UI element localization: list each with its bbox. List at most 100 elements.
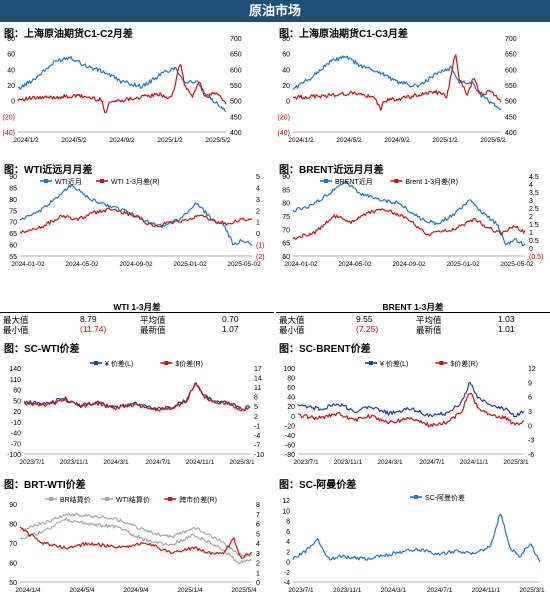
y-right-tick-label: -7	[254, 442, 260, 449]
y-left-tick-label: 80	[9, 197, 17, 204]
panel-title-sc-c1c2: 图：上海原油期货C1-C2月差	[4, 29, 133, 40]
legend-marker	[369, 361, 373, 365]
x-tick-label: 2025/3/1	[503, 459, 529, 466]
y-right-tick-label: 6	[528, 395, 532, 402]
y-left-tick-label: 90	[9, 174, 17, 181]
y-right-tick-label: 450	[505, 114, 517, 121]
x-tick-label: 2024/3/1	[377, 459, 403, 466]
y-left-tick-label: (20)	[278, 114, 290, 121]
x-tick-label: 2025-01-02	[446, 261, 480, 268]
legend-marker	[414, 495, 418, 499]
page-banner: 原油市场	[0, 0, 550, 22]
x-tick-label: 2024/11/1	[186, 459, 215, 466]
legend-marker	[94, 361, 98, 365]
y-left-tick-label: 85	[9, 185, 17, 192]
legend-label: WTI近月	[55, 177, 82, 186]
chart-p3	[19, 179, 253, 257]
x-tick-label: 2025-05-02	[227, 261, 261, 268]
x-tick-label: 2024/3/1	[381, 587, 407, 594]
y-left-tick-label: 40	[287, 395, 295, 402]
y-right-tick-label: 550	[505, 83, 517, 90]
legend-marker	[439, 361, 444, 365]
y-right-tick-label: 17	[254, 366, 262, 373]
brent-avg-value: 1.03	[498, 314, 515, 324]
y-left-tick-label: 20	[287, 404, 295, 411]
brent-min-value: (7.25)	[356, 324, 379, 334]
y-right-tick-label: 1	[256, 220, 260, 227]
chart-p7	[19, 497, 253, 583]
y-left-tick-label: -60	[285, 442, 295, 449]
wti-latest-value: 1.07	[222, 324, 239, 334]
y-right-tick-label: 9	[528, 380, 532, 387]
y-right-tick-label: 2.5	[529, 206, 539, 213]
brent-stats-title: BRENT 1-3月差	[382, 302, 444, 312]
y-left-tick-label: -40	[11, 431, 21, 438]
series-line	[292, 208, 526, 240]
x-tick-label: 2025/5/2	[480, 137, 506, 144]
x-tick-label: 2024/5/4	[69, 587, 95, 594]
y-right-tick-label: 4.5	[529, 174, 539, 181]
y-left-tick-label: 80	[7, 36, 15, 43]
y-right-tick-label: 0	[256, 580, 260, 587]
y-left-tick-label: 0	[11, 99, 15, 106]
y-right-tick-label: 1	[256, 570, 260, 577]
x-tick-label: 2024-09-02	[119, 261, 153, 268]
wti-min-label: 最小值	[3, 325, 29, 335]
x-tick-label: 2024/5/2	[61, 137, 87, 144]
y-right-tick-label: 2	[256, 561, 260, 568]
y-left-tick-label: -10	[11, 420, 21, 427]
y-right-tick-label: 0.5	[529, 238, 539, 245]
series-line	[292, 180, 526, 247]
series-line	[17, 64, 227, 114]
y-right-tick-label: -4	[254, 433, 260, 440]
y-left-tick-label: (40)	[3, 130, 15, 137]
y-right-tick-label: 500	[230, 99, 242, 106]
legend-marker	[168, 497, 173, 501]
y-right-tick-label: 0	[528, 423, 532, 430]
x-tick-label: 2023/11/1	[60, 459, 89, 466]
y-left-tick-label: 75	[282, 214, 290, 221]
wti-avg-value: 0.70	[222, 314, 239, 324]
y-left-tick-label: 80	[282, 36, 290, 43]
brent-latest-value: 1.01	[498, 324, 515, 334]
wti-stats-rule	[0, 312, 274, 313]
y-right-tick-label: 3.5	[529, 190, 539, 197]
y-left-tick-label: -80	[285, 452, 295, 459]
y-left-tick-label: 12	[282, 498, 290, 505]
y-left-tick-label: 70	[9, 220, 17, 227]
y-left-tick-label: (40)	[278, 130, 290, 137]
brent-min-label: 最小值	[279, 325, 305, 335]
brent-stats-table: BRENT 1-3月差 最大值 9.55 平均值 1.03 最小值 (7.25)…	[276, 300, 550, 335]
x-tick-label: 2025/5/4	[231, 587, 257, 594]
y-left-tick-label: (20)	[3, 114, 15, 121]
series-line	[23, 382, 251, 411]
y-right-tick-label: 3	[529, 198, 533, 205]
y-left-tick-label: 60	[282, 52, 290, 59]
y-left-tick-label: -20	[285, 423, 295, 430]
x-tick-label: 2025/3/1	[229, 459, 255, 466]
x-tick-label: 2024/7/1	[419, 459, 445, 466]
y-right-tick-label: 12	[528, 366, 536, 373]
y-right-tick-label: -6	[528, 452, 534, 459]
y-right-tick-label: 8	[256, 502, 260, 509]
y-right-tick-label: 2	[529, 214, 533, 221]
y-left-tick-label: 80	[9, 522, 17, 529]
brent-max-label: 最大值	[279, 315, 305, 325]
legend-label: Brent 1-3月差(R)	[405, 177, 458, 186]
legend-label: SC-阿曼价差	[425, 493, 465, 502]
x-tick-label: 2023/7/1	[293, 459, 319, 466]
series-line	[18, 56, 227, 113]
x-tick-label: 2024/1/2	[288, 137, 314, 144]
y-right-tick-label: 600	[230, 67, 242, 74]
y-right-tick-label: 400	[505, 130, 517, 137]
y-left-tick-label: 60	[282, 254, 290, 261]
y-left-tick-label: 0	[291, 414, 295, 421]
y-right-tick-label: (1)	[256, 243, 265, 250]
y-right-tick-label: 650	[230, 52, 242, 59]
brent-stats-rule	[276, 312, 550, 313]
y-right-tick-label: 500	[505, 99, 517, 106]
x-tick-label: 2023/11/1	[334, 459, 363, 466]
y-left-tick-label: -100	[7, 452, 21, 459]
series-line	[293, 54, 502, 111]
